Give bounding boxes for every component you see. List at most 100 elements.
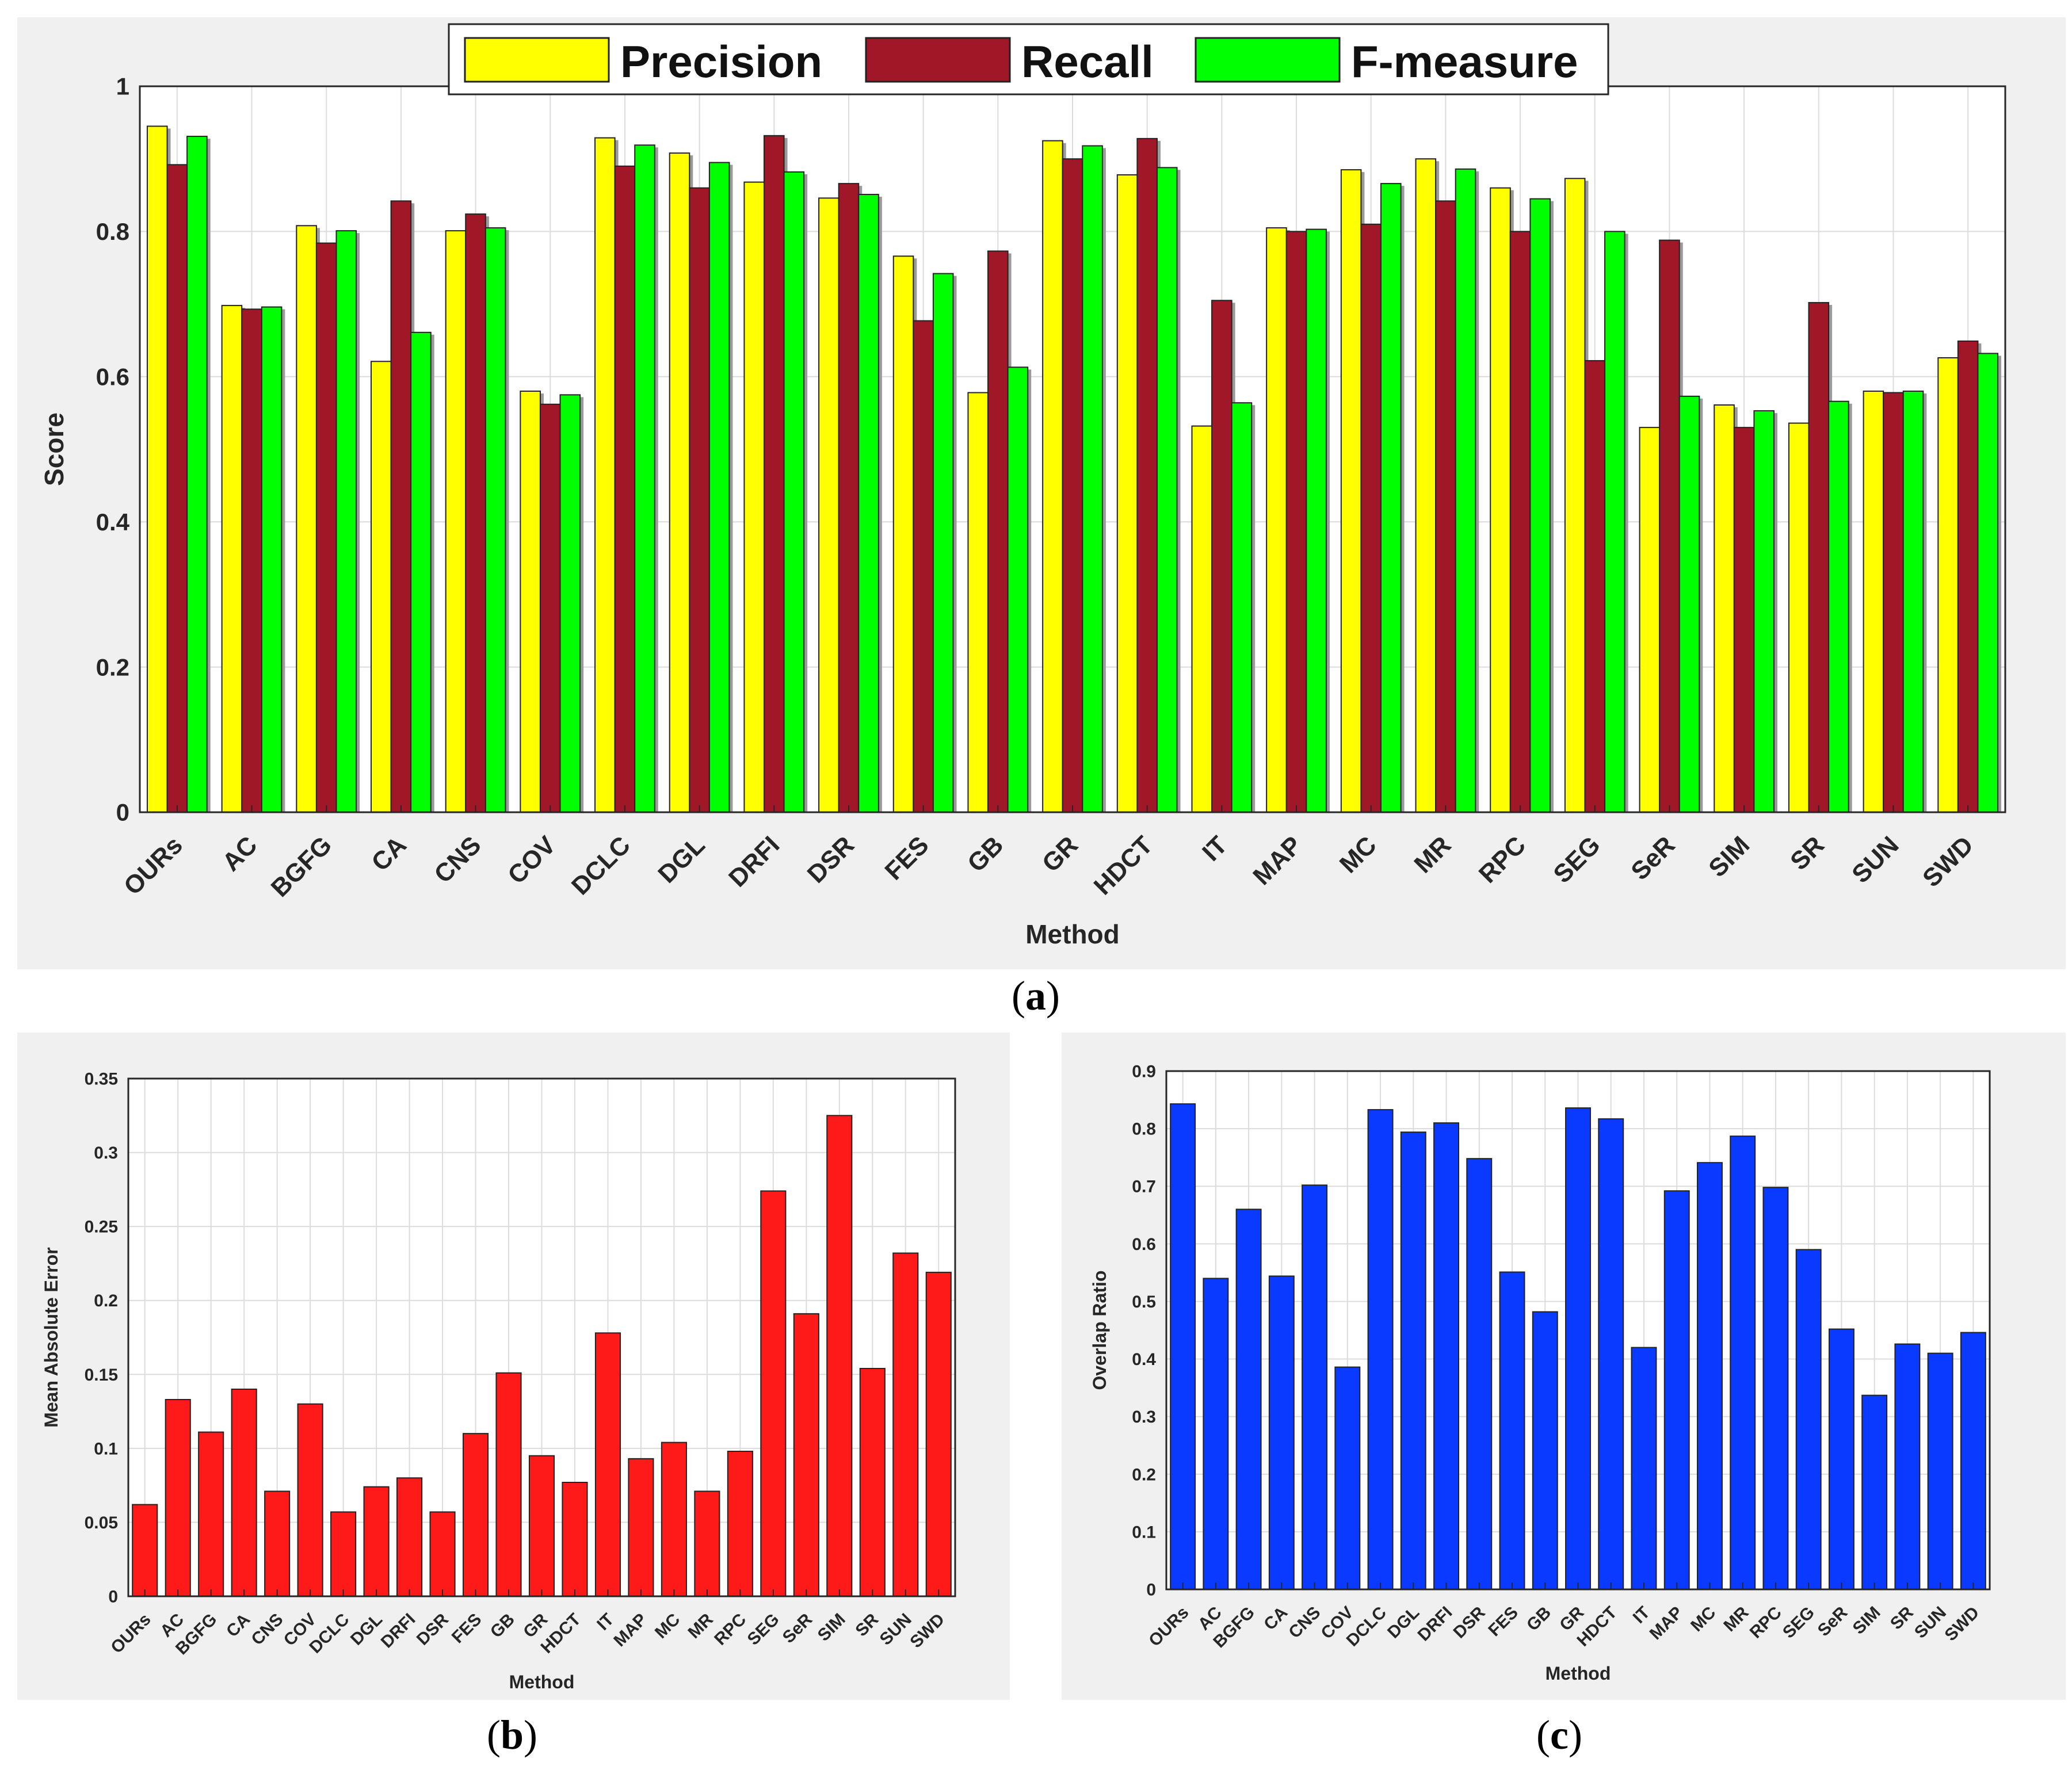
- bar-DRFI-Mean Absolute Error: [396, 1477, 423, 1597]
- y-axis-label: Overlap Ratio: [1089, 1270, 1110, 1390]
- bar-OURs-F-measure: [186, 136, 208, 813]
- x-tick-label: SEG: [1548, 831, 1605, 888]
- caption-b-close: ): [524, 1712, 537, 1758]
- bar-SeR-Mean Absolute Error: [793, 1313, 819, 1597]
- x-tick-label: SUN: [1846, 831, 1904, 888]
- bar-HDCT-F-measure: [1156, 167, 1178, 813]
- bar-FES-F-measure: [932, 273, 954, 813]
- caption-c-close: ): [1568, 1712, 1582, 1758]
- bar-GB-F-measure: [1007, 366, 1029, 813]
- bar-SWD-Mean Absolute Error: [925, 1271, 952, 1597]
- bar-COV-F-measure: [559, 394, 581, 813]
- bar-CNS-F-measure: [484, 227, 506, 813]
- bar-DCLC-Mean Absolute Error: [330, 1511, 357, 1597]
- x-tick-label: SUN: [876, 1610, 915, 1649]
- bar-GB-Precision: [967, 392, 989, 813]
- bar-IT-Recall: [1211, 300, 1232, 813]
- bar-RPC-Recall: [1509, 231, 1531, 813]
- bar-SR-Precision: [1788, 422, 1810, 813]
- caption-b-open: (: [486, 1712, 501, 1758]
- x-tick-label: AC: [217, 831, 263, 877]
- bar-AC-Precision: [221, 305, 243, 813]
- bar-CNS-Mean Absolute Error: [264, 1490, 291, 1597]
- bar-RPC-Overlap Ratio: [1762, 1187, 1789, 1590]
- y-tick-label: 0.4: [96, 509, 130, 536]
- x-tick-label: SIM: [1703, 831, 1755, 882]
- bar-IT-F-measure: [1231, 402, 1253, 813]
- y-tick-label: 0.1: [1132, 1523, 1156, 1542]
- x-tick-label: CNS: [247, 1610, 287, 1649]
- x-tick-label: DGL: [347, 1610, 386, 1649]
- legend-swatch-Recall: [865, 37, 1011, 83]
- bar-SIM-Overlap Ratio: [1861, 1394, 1888, 1590]
- bar-SeR-F-measure: [1678, 395, 1700, 813]
- bar-DSR-Overlap Ratio: [1466, 1158, 1493, 1591]
- caption-b: (b): [455, 1711, 570, 1759]
- x-tick-label: IT: [593, 1610, 617, 1634]
- y-tick-label: 0.8: [1132, 1120, 1156, 1139]
- bar-CNS-Overlap Ratio: [1302, 1184, 1328, 1590]
- y-tick-label: 0: [1146, 1581, 1156, 1600]
- bar-RPC-Mean Absolute Error: [727, 1451, 753, 1597]
- bar-HDCT-Mean Absolute Error: [562, 1482, 588, 1597]
- y-tick-label: 0.2: [96, 653, 129, 681]
- legend-box: [448, 23, 1609, 95]
- y-tick-label: 0: [108, 1588, 118, 1607]
- y-tick-label: 0.5: [1132, 1293, 1156, 1312]
- x-tick-label: DSR: [1450, 1603, 1489, 1642]
- bar-SIM-F-measure: [1753, 410, 1775, 813]
- y-tick-label: 0.7: [1132, 1178, 1156, 1196]
- x-tick-label: IT: [1630, 1603, 1654, 1627]
- bar-RPC-F-measure: [1529, 198, 1551, 813]
- y-tick-label: 1: [116, 73, 129, 100]
- bar-SUN-Precision: [1863, 391, 1884, 813]
- y-tick-label: 0.4: [1132, 1350, 1156, 1369]
- y-tick-label: 0.25: [85, 1218, 118, 1237]
- bar-SUN-Recall: [1883, 392, 1904, 813]
- bar-AC-F-measure: [261, 306, 283, 813]
- bar-SEG-Mean Absolute Error: [760, 1190, 787, 1597]
- bar-SR-Mean Absolute Error: [859, 1368, 886, 1597]
- x-tick-label: RPC: [1746, 1603, 1785, 1642]
- bar-GR-Precision: [1042, 140, 1063, 813]
- bar-FES-Mean Absolute Error: [462, 1433, 489, 1597]
- bar-MAP-Precision: [1266, 227, 1287, 813]
- bar-GR-Recall: [1062, 158, 1083, 813]
- x-tick-label: OURs: [1145, 1603, 1192, 1650]
- bar-OURs-Recall: [166, 164, 188, 813]
- bar-DSR-F-measure: [858, 194, 879, 813]
- bar-FES-Overlap Ratio: [1499, 1271, 1525, 1590]
- bar-CA-Recall: [390, 200, 412, 813]
- bar-OURs-Precision: [146, 125, 168, 813]
- x-tick-label: SeR: [779, 1610, 816, 1647]
- bar-OURs-Mean Absolute Error: [132, 1504, 158, 1597]
- bar-SUN-F-measure: [1902, 391, 1924, 813]
- x-tick-label: DRFI: [723, 831, 785, 892]
- y-tick-label: 0.05: [85, 1513, 118, 1532]
- bar-DRFI-Overlap Ratio: [1433, 1122, 1460, 1590]
- bar-SR-Recall: [1808, 302, 1830, 813]
- bar-HDCT-Recall: [1136, 137, 1158, 813]
- caption-b-letter: b: [500, 1712, 524, 1758]
- x-tick-label: MC: [1334, 831, 1382, 878]
- x-axis-label: Method: [509, 1672, 575, 1692]
- y-tick-label: 0.2: [1132, 1465, 1156, 1484]
- bar-HDCT-Precision: [1116, 174, 1138, 813]
- x-tick-label: SWD: [1917, 831, 1979, 892]
- x-tick-label: GB: [962, 831, 1009, 877]
- caption-c-open: (: [1536, 1712, 1551, 1758]
- bar-DGL-Recall: [689, 187, 710, 813]
- caption-c: (c): [1502, 1711, 1617, 1759]
- bar-MC-Precision: [1340, 169, 1362, 813]
- x-axis-label: Method: [1546, 1663, 1611, 1684]
- bar-IT-Overlap Ratio: [1631, 1347, 1657, 1591]
- bar-MAP-F-measure: [1306, 228, 1327, 813]
- x-tick-label: SeR: [1814, 1603, 1852, 1640]
- bar-DSR-Recall: [838, 183, 860, 813]
- y-tick-label: 0.8: [96, 218, 129, 245]
- x-tick-label: SR: [1785, 831, 1830, 876]
- bar-SEG-Recall: [1584, 360, 1606, 813]
- x-tick-label: HDCT: [1089, 831, 1158, 900]
